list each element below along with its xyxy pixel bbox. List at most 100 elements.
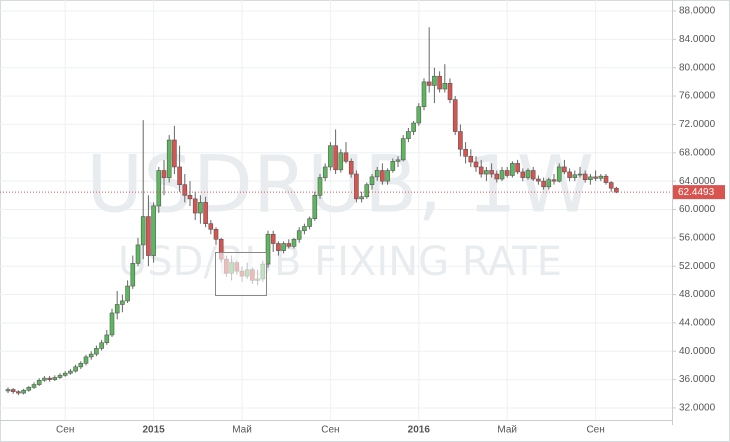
candle-body [489,170,494,175]
candle-body [458,131,463,150]
candle-body [520,171,526,178]
candle-body [47,377,52,380]
candle-body [406,131,411,139]
y-tick-label: 60.0000 [679,204,716,215]
candle-body [281,243,286,251]
candle-body [494,173,500,180]
candle-body [166,139,172,178]
candle-body [463,148,468,157]
candle-body [156,170,162,207]
y-tick-label: 56.0000 [679,232,716,243]
candle-body [192,198,198,214]
candle-body [213,229,219,240]
candle-body [104,334,110,344]
candle-body [286,243,292,247]
y-tick-label: 84.0000 [679,34,716,45]
candle-body [42,377,47,381]
candle-body [390,160,396,171]
candle-body [307,218,312,227]
candle-body [177,166,182,185]
candle-body [10,389,16,392]
candle-body [614,187,619,193]
candle-body [499,170,505,180]
candle-body [338,152,344,171]
candle-body [21,389,26,394]
candle-body [598,175,604,179]
candle-body [276,243,281,251]
y-tick-label: 48.0000 [679,289,716,300]
candle-body [374,170,380,178]
y-tick-label: 64.0000 [679,176,716,187]
candle-body [432,75,437,86]
candle-body [380,170,385,182]
candle-body [478,166,484,175]
candle-body [551,179,557,182]
candle-body [88,353,94,358]
candle-body [36,380,42,385]
last-price-box [673,185,725,200]
candle-body [78,362,84,368]
candle-body [567,171,572,178]
candle-body [208,223,214,230]
candle-body [369,176,375,185]
candle-body [437,75,442,90]
candle-body [265,233,271,265]
candle-body [572,174,578,178]
candle-body [16,391,21,394]
candle-body [562,166,567,173]
candle-body [530,170,536,180]
candle-body [504,170,510,176]
candle-body [5,389,11,392]
candle-body [130,263,136,287]
candle-body [416,106,422,124]
y-tick-label: 76.0000 [679,91,716,102]
y-tick-label: 44.0000 [679,318,716,329]
candle-body [114,304,120,314]
candle-body [109,312,115,336]
x-tick-label: Сен [586,425,604,436]
x-tick-label: Сен [56,425,74,436]
x-tick-label: 2015 [142,425,165,436]
x-tick-label: 2016 [408,425,431,436]
candle-body [135,244,141,264]
candle-body [593,176,598,179]
candle-body [515,163,520,173]
candle-body [322,166,328,178]
y-tick-label: 88.0000 [679,6,716,17]
watermark-subtitle: USD/RUB FIXING RATE [118,239,562,285]
candle-body [525,170,531,178]
candle-body [411,122,416,132]
candle-body [577,173,583,176]
candle-body [317,177,323,196]
candle-body [140,216,146,246]
candle-body [151,205,156,256]
candle-body [556,166,562,182]
candle-body [270,233,276,244]
last-price-label: 62.4493 [678,187,715,198]
candle-body [473,161,479,168]
candle-body [400,138,406,161]
candle-body [442,83,448,90]
candle-body [333,145,338,171]
candle-body [484,170,489,175]
candle-body [328,145,333,168]
candle-body [52,377,58,380]
candle-body [452,99,458,132]
candle-body [73,366,78,372]
candle-body [541,180,546,188]
candle-body [296,230,302,240]
candle-body [120,300,125,305]
y-tick-label: 68.0000 [679,147,716,158]
candle-body [182,184,188,196]
candle-body [203,202,208,224]
candle-body [57,375,63,378]
candle-body [354,173,359,200]
y-tick-label: 40.0000 [679,346,716,357]
y-tick-label: 72.0000 [679,119,716,130]
candle-body [291,238,297,247]
candle-body [83,356,89,364]
candle-body [426,81,432,86]
candle-body [172,139,177,168]
candle-body [62,372,68,376]
